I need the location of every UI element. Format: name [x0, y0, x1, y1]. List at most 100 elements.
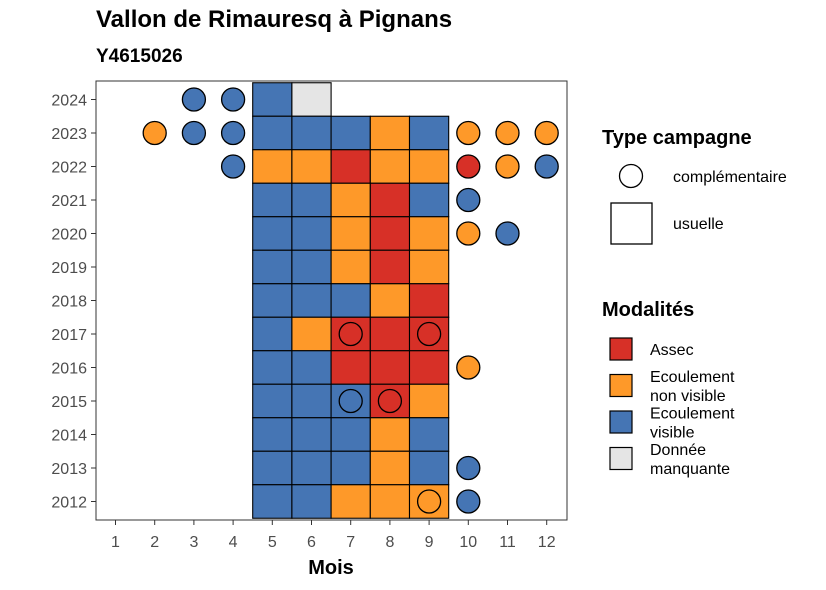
x-tick-label: 11: [499, 534, 516, 551]
y-tick-label: 2017: [51, 327, 87, 344]
complementaire-points: [142, 87, 559, 514]
legend-label-assec: Assec: [650, 342, 694, 359]
tile-2024-6: [291, 82, 332, 117]
point-2024-3: [181, 87, 207, 112]
legend-label-ecoulement-non-visible: Ecoulement: [650, 369, 735, 386]
tile-2015-6: [291, 383, 332, 419]
tile-2022-6: [291, 149, 332, 184]
legend-label-donn-e-manquante: manquante: [650, 461, 730, 478]
point-2017-7: [338, 321, 363, 347]
y-tick-label: 2022: [51, 160, 87, 177]
x-axis: 1 2 3 4 5 6 7 8 9 10 11 12: [111, 520, 556, 551]
tile-2019-9: [408, 249, 450, 285]
tile-2017-5: [252, 316, 293, 352]
point-2022-10: [456, 154, 481, 179]
tile-2023-8: [369, 115, 411, 151]
x-tick-label: 2: [150, 534, 159, 551]
x-tick-label: 7: [346, 534, 355, 551]
tile-2019-7: [330, 249, 371, 285]
tile-2021-9: [408, 182, 450, 218]
tile-2016-7: [330, 350, 371, 385]
point-2015-7: [338, 388, 363, 414]
tile-2023-7: [330, 115, 371, 151]
tile-2014-5: [252, 417, 293, 452]
tile-2013-5: [252, 450, 293, 486]
tile-2013-7: [330, 450, 371, 486]
tile-2023-6: [291, 115, 332, 151]
point-2024-4: [220, 87, 246, 112]
legend-key-ecoulement-non-visible: [609, 373, 633, 398]
tile-2017-6: [291, 316, 332, 352]
tile-2012-6: [291, 484, 332, 519]
x-tick-label: 12: [538, 534, 556, 551]
y-tick-label: 2012: [51, 495, 87, 512]
tile-2022-7: [330, 149, 371, 184]
tile-2018-7: [330, 283, 371, 318]
y-tick-label: 2013: [51, 461, 87, 478]
legend-shape: Type campagne complémentaire usuelle: [602, 127, 787, 245]
legend-shape-item-usuelle: usuelle: [673, 216, 724, 233]
tile-2016-9: [408, 350, 450, 385]
x-tick-label: 4: [229, 534, 238, 551]
legend-shape-title: Type campagne: [602, 127, 752, 149]
tile-2020-8: [369, 216, 411, 251]
point-2023-10: [456, 120, 481, 146]
legend-label-ecoulement-visible: visible: [650, 425, 695, 442]
legend-label-ecoulement-non-visible: non visible: [650, 388, 726, 405]
x-tick-label: 1: [111, 534, 120, 551]
legend-label-donn-e-manquante: Donnée: [650, 442, 706, 459]
y-tick-label: 2018: [51, 294, 87, 311]
x-tick-label: 6: [307, 534, 316, 551]
point-2023-12: [534, 120, 559, 146]
tile-2020-9: [408, 216, 450, 251]
point-2015-8: [377, 388, 403, 414]
tile-2013-9: [408, 450, 450, 486]
legend-shape-item-complementaire: complémentaire: [673, 169, 787, 186]
point-2017-9: [416, 321, 442, 347]
tile-2014-8: [369, 417, 411, 452]
tile-2020-7: [330, 216, 371, 251]
point-2022-11: [495, 154, 520, 179]
tile-2016-6: [291, 350, 332, 385]
legend-square-marker: [610, 202, 653, 245]
point-2023-3: [181, 120, 207, 146]
tile-2019-6: [291, 249, 332, 285]
y-axis: 2012 2013 2014 2015 2016 2017 2018 2019 2020 2021…: [51, 93, 96, 512]
point-2023-4: [220, 120, 246, 146]
tile-2023-9: [408, 115, 450, 151]
tile-2016-5: [252, 350, 293, 385]
tile-2017-8: [369, 316, 411, 352]
legend-label-ecoulement-visible: Ecoulement: [650, 406, 735, 423]
tile-2021-7: [330, 182, 371, 218]
x-tick-label: 3: [189, 534, 198, 551]
x-tick-label: 8: [385, 534, 394, 551]
tile-2022-9: [408, 149, 450, 184]
tile-2012-8: [369, 484, 411, 519]
y-tick-label: 2023: [51, 126, 87, 143]
x-tick-label: 10: [459, 534, 477, 551]
point-2022-12: [534, 154, 559, 179]
tile-2014-6: [291, 417, 332, 452]
tile-2020-6: [291, 216, 332, 251]
y-tick-label: 2015: [51, 394, 87, 411]
point-2012-10: [456, 489, 481, 514]
tile-2014-7: [330, 417, 371, 452]
point-2013-10: [456, 455, 481, 481]
tile-2012-5: [252, 484, 293, 519]
chart-subtitle: Y4615026: [96, 46, 183, 67]
point-2020-10: [456, 221, 481, 246]
point-2023-11: [495, 120, 520, 146]
y-tick-label: 2016: [51, 361, 87, 378]
tile-2013-6: [291, 450, 332, 486]
tile-2018-9: [408, 283, 450, 318]
x-tick-label: 9: [425, 534, 434, 551]
y-tick-label: 2024: [51, 93, 87, 110]
legend-key-donn-e-manquante: [609, 446, 633, 471]
tile-2014-9: [408, 417, 450, 452]
tile-2021-6: [291, 182, 332, 218]
tile-2019-8: [369, 249, 411, 285]
legend-fill-title: Modalités: [602, 299, 694, 321]
tile-2016-8: [369, 350, 411, 385]
point-2023-2: [142, 120, 167, 146]
